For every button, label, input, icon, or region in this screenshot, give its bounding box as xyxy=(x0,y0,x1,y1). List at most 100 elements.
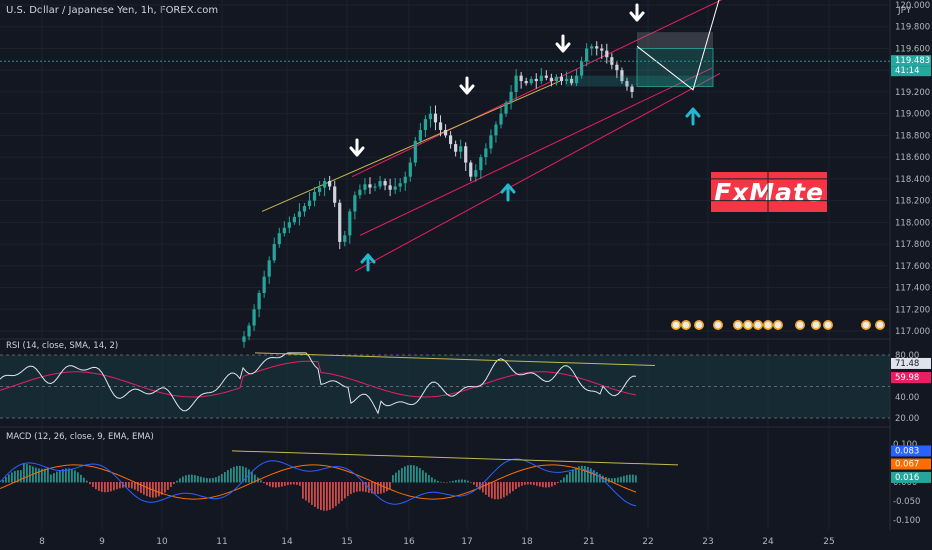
macd-histogram-bar xyxy=(554,482,556,486)
macd-histogram-bar xyxy=(284,482,286,486)
macd-tick-label: -0.050 xyxy=(893,497,920,507)
time-tick-label: 10 xyxy=(156,537,168,547)
event-icons[interactable] xyxy=(671,320,885,330)
candle-body xyxy=(323,181,327,188)
candle-body xyxy=(408,162,412,177)
time-tick-label: 9 xyxy=(99,537,105,547)
macd-histogram-bar xyxy=(509,482,511,494)
macd-histogram-bar xyxy=(506,482,508,496)
macd-histogram-bar xyxy=(80,474,82,483)
candle-body xyxy=(504,102,508,114)
macd-histogram-bar xyxy=(635,475,637,483)
macd-signal-line xyxy=(0,464,637,500)
macd-histogram-bar xyxy=(311,482,313,505)
macd-histogram-bar xyxy=(263,482,265,484)
candle-body xyxy=(574,75,579,84)
macd-histogram-bar xyxy=(197,475,199,483)
candle-body xyxy=(564,78,569,82)
macd-histogram-bar xyxy=(275,482,277,488)
channel-lower-line xyxy=(354,73,721,272)
macd-line xyxy=(0,458,637,507)
price-tick-label: 117.600 xyxy=(895,262,930,272)
macd-histogram-bar xyxy=(47,467,49,483)
candle-body xyxy=(605,50,609,58)
macd-histogram-bar xyxy=(161,482,163,495)
candle-body xyxy=(247,325,251,337)
macd-histogram-bar xyxy=(593,470,595,483)
macd-histogram-bar xyxy=(410,464,412,483)
candle-body xyxy=(338,202,342,242)
macd-histogram-bar xyxy=(428,475,430,483)
rsi-sma-value-label: 59.98 xyxy=(895,373,919,383)
price-tick-label: 119.600 xyxy=(895,44,930,54)
candle-body xyxy=(580,61,584,76)
macd-histogram-bar xyxy=(551,482,553,487)
up-arrow xyxy=(500,183,516,202)
macd-histogram-bar xyxy=(185,475,187,483)
macd-histogram-bar xyxy=(140,482,142,493)
grid-lines xyxy=(0,0,890,530)
macd-histogram-bar xyxy=(14,471,16,483)
candle-body xyxy=(307,200,312,207)
macd-histogram-bar xyxy=(362,482,364,492)
macd-value-label: 0.083 xyxy=(895,446,919,456)
macd-histogram-bar xyxy=(314,482,316,507)
down-arrow xyxy=(629,3,645,22)
macd-histogram-bar xyxy=(8,474,10,483)
macd-histogram-bar xyxy=(269,482,271,487)
candle-body xyxy=(479,157,483,171)
macd-histogram-bar xyxy=(287,482,289,486)
macd-histogram-bar xyxy=(89,482,91,485)
macd-histogram-bar xyxy=(206,478,208,483)
macd-histogram-bar xyxy=(323,482,325,511)
event-icon-inner xyxy=(796,321,804,329)
macd-histogram-bar xyxy=(119,482,121,489)
macd-histogram-bar xyxy=(533,482,535,486)
macd-histogram-bar xyxy=(335,482,337,507)
macd-histogram-bar xyxy=(137,482,139,492)
macd-histogram-bar xyxy=(539,482,541,487)
countdown-label: 41:14 xyxy=(895,66,920,76)
macd-histogram-bar xyxy=(575,467,577,483)
macd-histogram-bar xyxy=(44,468,46,483)
candle-body xyxy=(292,216,296,223)
macd-histogram-bar xyxy=(38,468,40,483)
event-icon-inner xyxy=(764,321,772,329)
up-arrow xyxy=(685,107,701,126)
candle-body xyxy=(398,183,402,187)
candle-body xyxy=(569,78,574,84)
macd-histogram-bar xyxy=(59,470,61,483)
target-box-bottom xyxy=(636,48,714,87)
macd-histogram-bar xyxy=(203,477,205,483)
candle-body xyxy=(378,181,382,187)
event-icon-inner xyxy=(812,321,820,329)
rsi-trend-line xyxy=(254,352,656,366)
rsi-value-label-bg xyxy=(891,357,931,369)
entry-zone xyxy=(565,75,713,87)
macd-histogram-bar xyxy=(620,476,622,483)
rsi-tick-label: 40.00 xyxy=(895,393,919,403)
down-arrow xyxy=(459,76,475,95)
macd-histogram-bar xyxy=(83,477,85,483)
macd-histogram-bar xyxy=(578,466,580,483)
macd-histogram-bar xyxy=(623,475,625,483)
candle-body xyxy=(630,86,634,92)
macd-histogram-bar xyxy=(167,482,169,490)
candle-body xyxy=(474,170,478,177)
candle-body xyxy=(448,135,453,145)
macd-histogram-bar xyxy=(302,482,304,499)
candle-body xyxy=(257,292,261,310)
macd-histogram-bar xyxy=(407,465,409,483)
macd-histogram-bar xyxy=(437,480,439,483)
macd-histogram-bar xyxy=(224,472,226,483)
macd-histogram-bar xyxy=(572,469,574,483)
time-tick-label: 18 xyxy=(521,537,533,547)
macd-histogram-bar xyxy=(632,474,634,483)
macd-histogram-bar xyxy=(20,470,22,483)
time-tick-label: 25 xyxy=(823,537,834,547)
candle-body xyxy=(333,186,337,203)
macd-histogram-bar xyxy=(74,470,76,483)
macd-histogram-bar xyxy=(341,482,343,502)
